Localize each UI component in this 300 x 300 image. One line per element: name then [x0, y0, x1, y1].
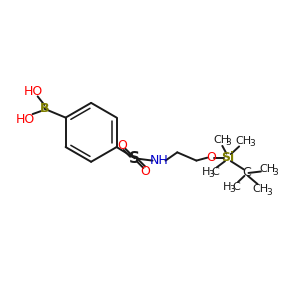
Text: HO: HO [16, 113, 35, 126]
Text: 3: 3 [273, 168, 278, 177]
Text: C: C [242, 167, 250, 179]
Text: B: B [40, 102, 49, 115]
Text: H: H [202, 167, 210, 177]
Text: O: O [206, 151, 216, 164]
Text: Si: Si [221, 151, 235, 164]
Text: H: H [223, 182, 232, 192]
Text: O: O [118, 140, 128, 152]
Text: 3: 3 [225, 138, 231, 147]
Text: 3: 3 [249, 139, 255, 148]
Text: HO: HO [24, 85, 43, 98]
Text: C: C [212, 167, 219, 177]
Text: CH: CH [259, 164, 275, 174]
Text: CH: CH [236, 136, 252, 146]
Text: CH: CH [253, 184, 269, 194]
Text: C: C [233, 182, 241, 192]
Text: CH: CH [213, 135, 230, 145]
Text: NH: NH [150, 154, 169, 167]
Text: S: S [129, 151, 140, 166]
Text: O: O [140, 165, 150, 178]
Text: 3: 3 [229, 185, 235, 194]
Text: 3: 3 [208, 170, 214, 179]
Text: 3: 3 [266, 188, 272, 197]
